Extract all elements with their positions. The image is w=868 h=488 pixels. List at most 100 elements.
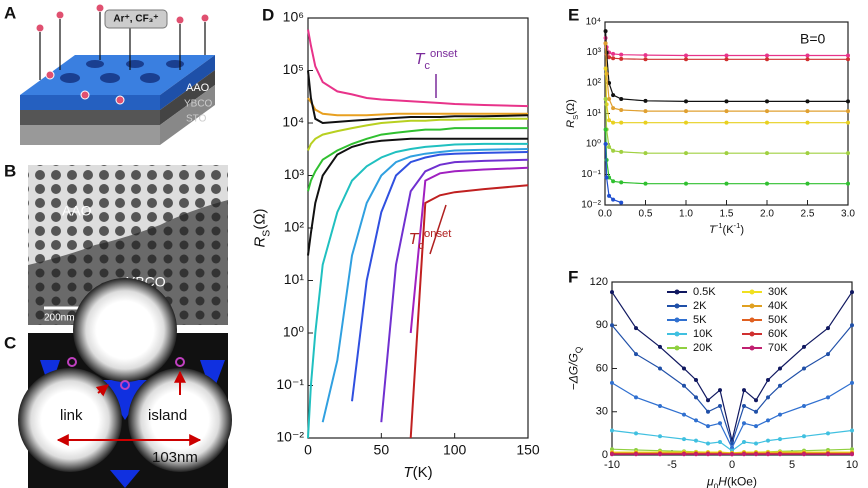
- data-point: [643, 120, 648, 125]
- legend-label: 0.5K: [693, 286, 716, 298]
- data-point: [619, 108, 624, 113]
- annotation-part: T: [409, 231, 420, 248]
- series-line: [605, 98, 848, 154]
- data-point: [682, 437, 686, 442]
- data-point: [805, 53, 810, 58]
- data-point: [694, 395, 698, 400]
- data-point: [778, 383, 782, 388]
- panel-label: C: [4, 333, 16, 352]
- legend-marker: [674, 303, 680, 309]
- y-tick-label: 10⁻²: [276, 429, 304, 445]
- data-point: [610, 323, 614, 328]
- ion-label: Ar⁺, CF₃⁺: [113, 14, 158, 25]
- series-line: [307, 97, 528, 117]
- y-tick-label: 60: [596, 362, 608, 374]
- data-point: [778, 437, 782, 442]
- data-point: [742, 388, 746, 393]
- data-point: [658, 403, 662, 408]
- data-point: [611, 51, 616, 56]
- plot-frame: [604, 21, 849, 206]
- data-point: [724, 181, 729, 186]
- data-point: [718, 388, 722, 393]
- data-point: [611, 106, 616, 111]
- data-point: [607, 118, 612, 123]
- data-point: [766, 378, 770, 383]
- data-point: [643, 57, 648, 62]
- data-point: [603, 41, 608, 46]
- y-tick-label: 10⁴: [586, 17, 601, 28]
- image-label: AAO: [62, 203, 92, 219]
- data-point: [611, 93, 616, 98]
- data-point: [684, 99, 688, 104]
- y-tick-label: 10⁰: [283, 324, 305, 340]
- data-point: [610, 447, 614, 452]
- image-label: 103nm: [152, 449, 198, 466]
- legend-label: 20K: [693, 342, 713, 354]
- data-point: [826, 395, 830, 400]
- x-tick-label: 5: [789, 459, 795, 471]
- annotation: B=0: [800, 31, 826, 47]
- data-point: [846, 53, 850, 58]
- data-point: [682, 366, 686, 371]
- data-point: [706, 452, 710, 457]
- x-axis-label-part: (kOe): [727, 475, 757, 488]
- y-tick-label: 30: [596, 406, 608, 418]
- data-point: [765, 57, 769, 62]
- data-point: [607, 144, 612, 149]
- data-point: [754, 441, 758, 446]
- data-point: [634, 452, 638, 457]
- x-axis-label: T(K): [403, 464, 432, 481]
- data-point: [682, 412, 686, 417]
- data-point: [610, 452, 614, 457]
- legend-marker: [674, 345, 680, 351]
- plot-frame: [611, 281, 853, 456]
- data-point: [603, 66, 608, 71]
- data-point: [603, 96, 608, 101]
- x-axis-label-part: (K: [723, 224, 735, 236]
- data-point: [619, 200, 624, 205]
- legend-marker: [749, 317, 755, 323]
- x-axis-label-part: H: [718, 475, 727, 488]
- data-point: [850, 323, 854, 328]
- y-tick-label: 10⁵: [283, 61, 304, 77]
- data-point: [694, 418, 698, 423]
- legend-label: 60K: [768, 328, 788, 340]
- data-point: [694, 438, 698, 443]
- legend-label: 10K: [693, 328, 713, 340]
- data-point: [607, 55, 612, 60]
- y-tick-label: 10¹: [587, 108, 602, 119]
- layer-label: YBCO: [184, 99, 213, 110]
- data-point: [643, 151, 648, 156]
- data-point: [766, 395, 770, 400]
- data-point: [778, 412, 782, 417]
- annotation: Tconset: [415, 48, 459, 72]
- data-point: [846, 109, 850, 114]
- legend-label: 2K: [693, 300, 707, 312]
- layer-label: STO: [186, 114, 207, 125]
- plot-frame: [307, 17, 529, 439]
- data-point: [604, 175, 609, 180]
- y-axis-label-part: (Ω): [251, 208, 268, 229]
- x-axis-label-part: T: [403, 464, 414, 481]
- legend-marker: [674, 331, 680, 337]
- data-point: [802, 366, 806, 371]
- data-point: [802, 344, 806, 349]
- legend-label: 5K: [693, 314, 707, 326]
- data-point: [826, 452, 830, 457]
- data-point: [850, 447, 854, 452]
- data-point: [658, 344, 662, 349]
- data-point: [742, 421, 746, 426]
- data-point: [765, 151, 769, 156]
- data-point: [724, 99, 729, 104]
- x-tick-label: 0: [304, 441, 312, 457]
- y-axis-label: RS(Ω): [251, 208, 272, 247]
- data-point: [765, 99, 769, 104]
- data-point: [754, 409, 758, 414]
- y-tick-label: 10²: [587, 78, 602, 89]
- data-point: [846, 120, 850, 125]
- series-line: [321, 148, 529, 423]
- data-point: [850, 380, 854, 385]
- series-line: [611, 291, 853, 441]
- data-point: [766, 418, 770, 423]
- data-point: [805, 99, 810, 104]
